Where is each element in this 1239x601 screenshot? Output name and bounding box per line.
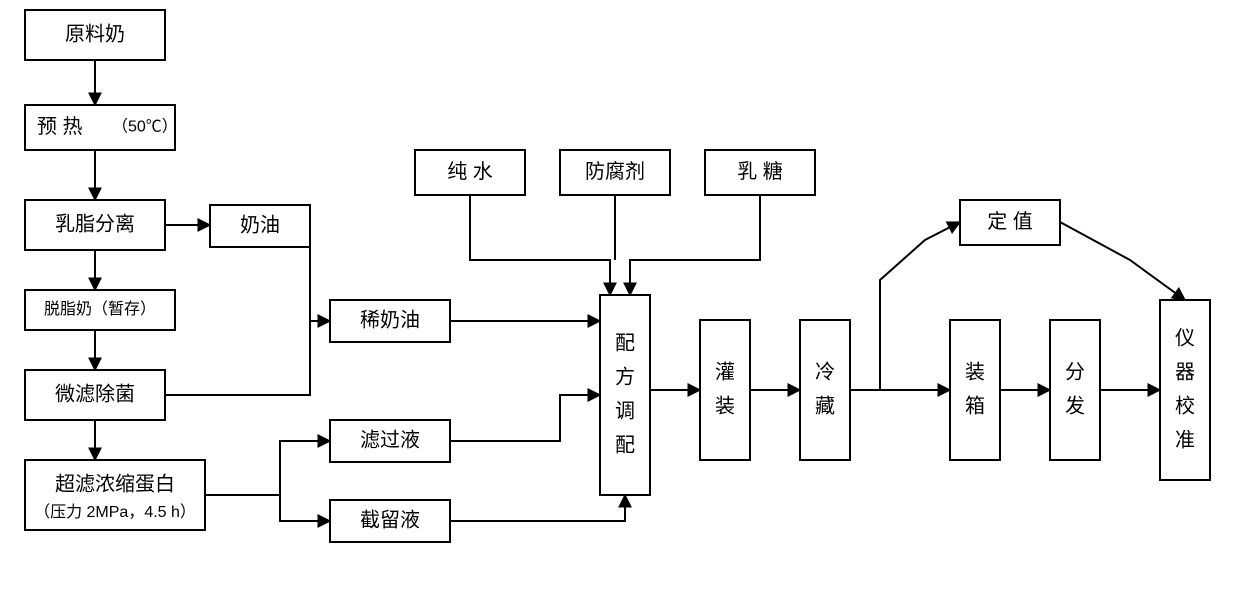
node-cold: 冷藏 — [800, 320, 850, 460]
edge — [205, 441, 330, 495]
node-label: 发 — [1065, 394, 1085, 417]
node-label: 奶油 — [240, 213, 280, 236]
edge — [630, 195, 760, 295]
node-setval: 定 值 — [960, 200, 1060, 245]
node-cream: 奶油 — [210, 205, 310, 247]
node-sublabel: （50℃） — [112, 118, 178, 136]
node-label: 装 — [715, 394, 735, 417]
node-label: 预 热 — [37, 115, 83, 138]
node-label: 配 — [615, 332, 635, 354]
nodes: 原料奶预 热 （50℃） 乳脂分离脱脂奶（暂存） 微滤除菌超滤浓缩蛋白 （压力 2MPa… — [25, 10, 1210, 542]
node-label: 校 — [1175, 394, 1195, 417]
node-label: 灌 — [715, 360, 735, 383]
edge — [280, 495, 330, 521]
node-label: 藏 — [815, 394, 835, 417]
node-uf: 超滤浓缩蛋白 （压力 2MPa，4.5 h） — [25, 460, 205, 530]
node-label: 乳脂分离 — [55, 212, 135, 235]
node-lactose: 乳 糖 — [705, 150, 815, 195]
node-label: 分 — [1065, 360, 1085, 383]
node-sublabel: （压力 2MPa，4.5 h） — [34, 503, 196, 521]
edge — [880, 222, 960, 390]
edge — [450, 495, 625, 521]
edge — [1060, 222, 1185, 300]
node-raw: 原料奶 — [25, 10, 165, 60]
node-preheat: 预 热 （50℃） — [25, 105, 178, 150]
node-mix: 配方调配 — [600, 295, 650, 495]
node-water: 纯 水 — [415, 150, 525, 195]
node-label: 箱 — [965, 394, 985, 417]
node-label: 截留液 — [360, 508, 420, 531]
node-dilcream: 稀奶油 — [330, 300, 450, 342]
node-label: 乳 糖 — [737, 160, 783, 183]
node-label: 滤过液 — [360, 428, 420, 451]
node-label: 原料奶 — [65, 22, 125, 45]
node-skim: 脱脂奶（暂存） — [25, 290, 175, 330]
node-label: 防腐剂 — [585, 160, 645, 183]
node-label: 脱脂奶（暂存） — [44, 300, 156, 318]
node-label: 定 值 — [987, 210, 1033, 233]
node-preserv: 防腐剂 — [560, 150, 670, 195]
node-label: 仪 — [1175, 327, 1195, 349]
node-reten: 截留液 — [330, 500, 450, 542]
node-dist: 分发 — [1050, 320, 1100, 460]
node-mf: 微滤除菌 — [25, 370, 165, 420]
node-pack: 装箱 — [950, 320, 1000, 460]
node-perm: 滤过液 — [330, 420, 450, 462]
node-sep: 乳脂分离 — [25, 200, 165, 250]
node-label: 器 — [1175, 361, 1195, 383]
node-label: 纯 水 — [447, 160, 493, 183]
edge — [470, 195, 610, 295]
node-calib: 仪器校准 — [1160, 300, 1210, 480]
node-fill: 灌装 — [700, 320, 750, 460]
node-label: 稀奶油 — [360, 308, 420, 331]
edge — [165, 321, 310, 395]
node-label: 准 — [1175, 428, 1195, 451]
node-label: 调 — [615, 399, 635, 422]
node-label: 装 — [965, 360, 985, 383]
node-label: 方 — [615, 365, 635, 388]
edge — [310, 225, 330, 321]
node-label: 冷 — [815, 360, 835, 383]
node-label: 配 — [615, 434, 635, 456]
node-label: 微滤除菌 — [55, 382, 135, 405]
flowchart-canvas: 原料奶预 热 （50℃） 乳脂分离脱脂奶（暂存） 微滤除菌超滤浓缩蛋白 （压力 2MPa… — [0, 0, 1239, 601]
node-label: 超滤浓缩蛋白 — [55, 472, 175, 495]
edge — [450, 395, 600, 441]
